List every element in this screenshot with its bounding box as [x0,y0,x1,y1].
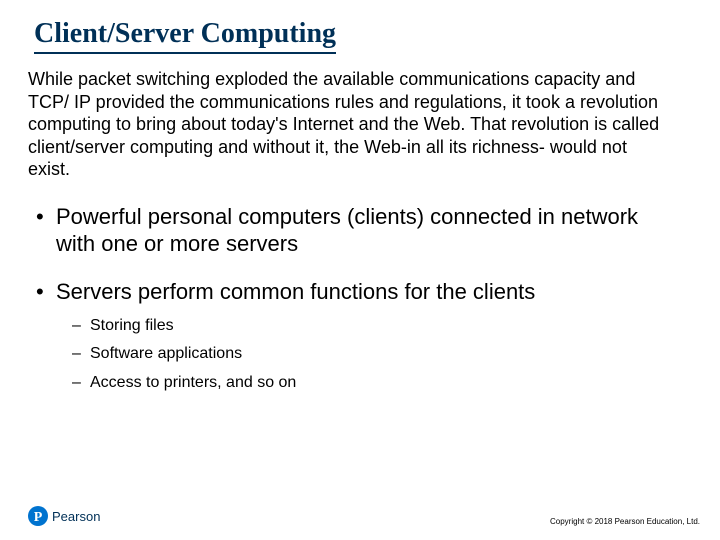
slide-container: Client/Server Computing While packet swi… [0,0,720,540]
sub-bullet-item: Storing files [72,315,662,337]
sub-bullet-list: Storing files Software applications Acce… [56,315,662,394]
intro-paragraph: While packet switching exploded the avai… [28,68,692,181]
slide-title: Client/Server Computing [34,18,336,54]
sub-bullet-item: Software applications [72,343,662,365]
main-bullet-list: Powerful personal computers (clients) co… [28,203,692,395]
svg-text:P: P [34,510,43,525]
sub-bullet-item: Access to printers, and so on [72,372,662,394]
bullet-text: Powerful personal computers (clients) co… [56,204,638,257]
brand-logo: P Pearson [28,506,100,526]
slide-footer: P Pearson Copyright © 2018 Pearson Educa… [28,506,700,526]
copyright-text: Copyright © 2018 Pearson Education, Ltd. [550,517,700,526]
brand-name: Pearson [52,509,100,524]
bullet-item: Powerful personal computers (clients) co… [32,203,692,258]
bullet-item: Servers perform common functions for the… [32,278,692,395]
pearson-icon: P [28,506,48,526]
bullet-text: Servers perform common functions for the… [56,279,535,304]
